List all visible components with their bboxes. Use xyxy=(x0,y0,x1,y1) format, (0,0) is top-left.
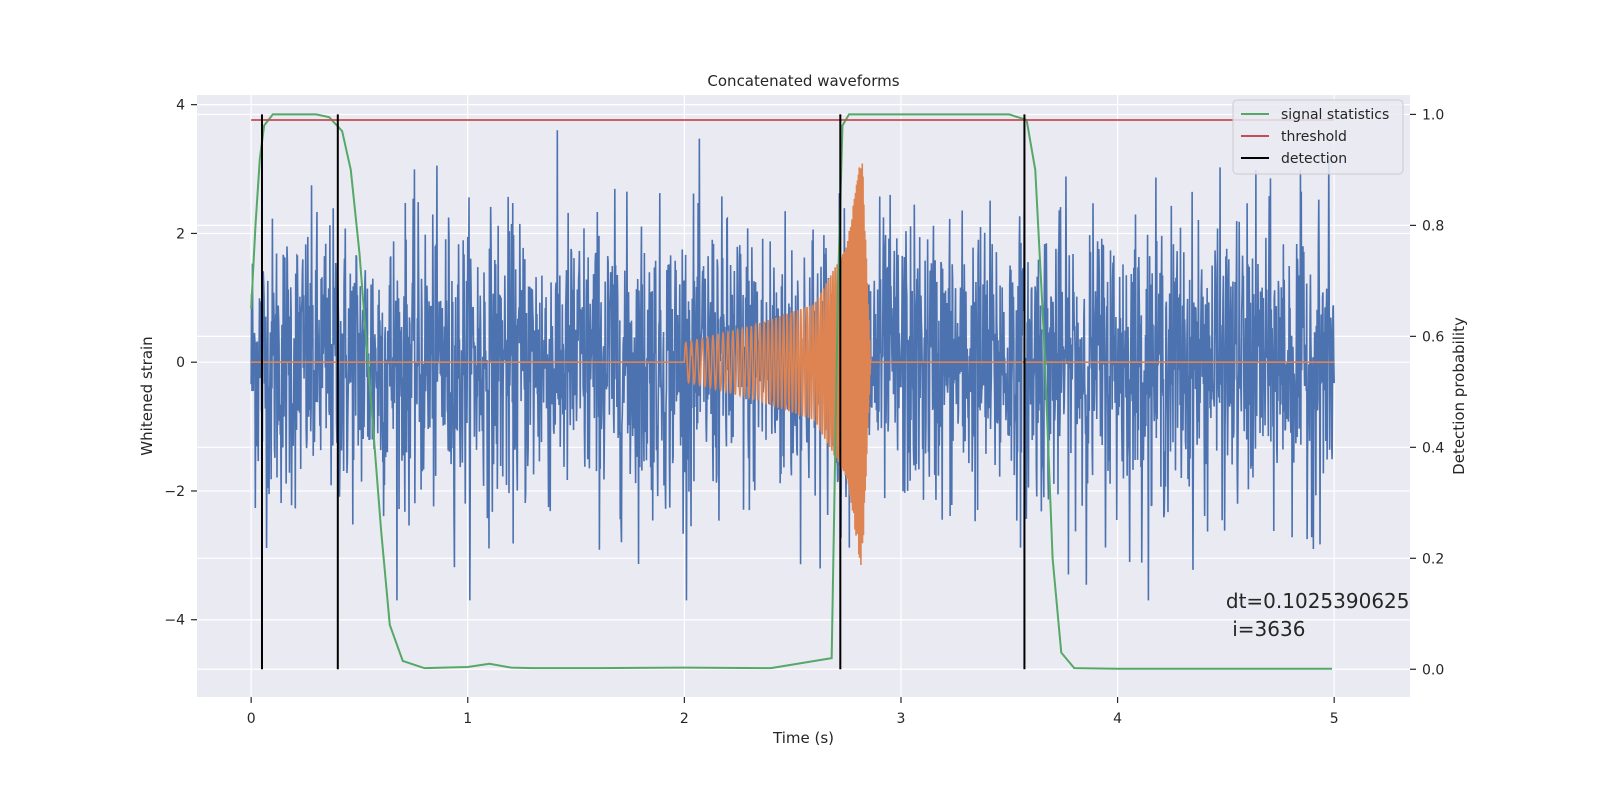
y2-tick-label-2: 0.4 xyxy=(1422,440,1444,456)
x-tick-label-3: 3 xyxy=(897,711,906,727)
y-tick-label-2: 0 xyxy=(176,355,185,371)
y2-tick-label-3: 0.6 xyxy=(1422,329,1444,345)
annotation-index: i=3636 xyxy=(1226,617,1306,641)
legend: signal statistics threshold detection xyxy=(1232,99,1404,175)
y2-tick-label-0: 0.0 xyxy=(1422,662,1444,678)
legend-label-0: signal statistics xyxy=(1281,107,1389,123)
x-tick-label-4: 4 xyxy=(1113,711,1122,727)
legend-label-2: detection xyxy=(1281,151,1347,167)
legend-label-1: threshold xyxy=(1281,129,1347,145)
x-tick-label-2: 2 xyxy=(680,711,689,727)
annotation-dt: dt=0.1025390625 xyxy=(1226,589,1410,613)
series-signal-statistics xyxy=(250,113,1333,670)
chart-title: Concatenated waveforms xyxy=(707,72,899,90)
x-tick-label-1: 1 xyxy=(463,711,472,727)
y-axis-label-right: Detection probability xyxy=(1450,317,1468,475)
y-tick-label-1: −2 xyxy=(164,484,185,500)
y2-tick-label-4: 0.8 xyxy=(1422,218,1444,234)
y2-tick-label-5: 1.0 xyxy=(1422,107,1444,123)
legend-frame xyxy=(1232,99,1404,175)
y-tick-label-3: 2 xyxy=(176,226,185,242)
y-tick-label-0: −4 xyxy=(164,613,185,629)
x-tick-label-5: 5 xyxy=(1330,711,1339,727)
x-axis-label: Time (s) xyxy=(772,729,834,747)
y-axis-label: Whitened strain xyxy=(138,336,156,455)
y-tick-label-4: 4 xyxy=(176,98,185,114)
x-tick-label-0: 0 xyxy=(247,711,256,727)
y2-tick-label-1: 0.2 xyxy=(1422,551,1444,567)
